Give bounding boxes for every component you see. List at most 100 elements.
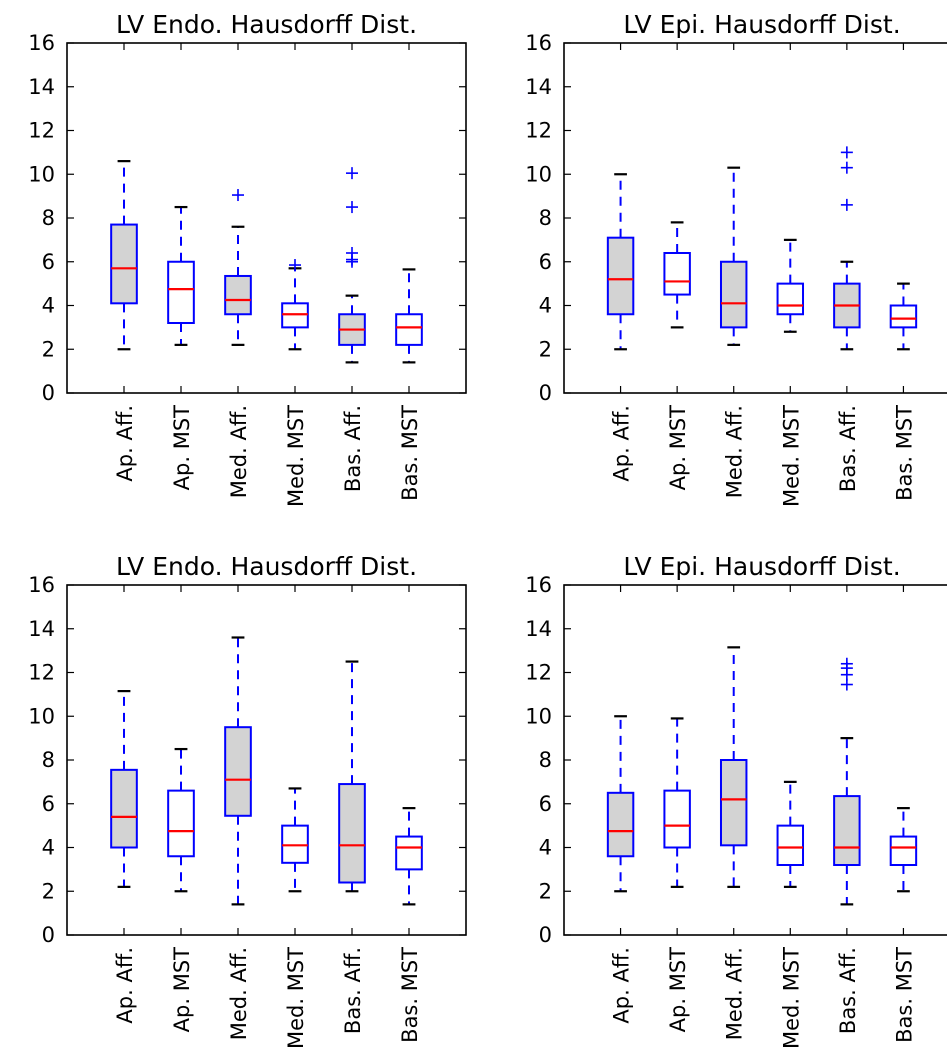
chart-panel-bottom-left: LV Endo. Hausdorff Dist. 0 2 4 6 8 10 12 14 16 Ap.… <box>28 552 467 1048</box>
iqr-box <box>719 759 748 847</box>
y-tick-label: 6 <box>42 250 55 274</box>
x-category-label: Bas. MST <box>892 947 916 1043</box>
outlier-marker <box>840 146 853 159</box>
outlier-marker <box>840 198 853 211</box>
box-med-aff <box>224 636 252 906</box>
y-tick-label: 6 <box>539 792 552 816</box>
outlier-marker <box>840 657 853 670</box>
box-med-mst <box>776 238 805 333</box>
y-tick-label: 4 <box>42 294 55 318</box>
box-bas-aff <box>833 657 861 906</box>
iqr-box <box>395 835 423 871</box>
box-ap-mst <box>167 205 195 346</box>
x-category-label: Ap. MST <box>666 405 690 490</box>
y-tick-label: 8 <box>42 206 55 230</box>
x-category-label: Bas. Aff. <box>341 405 365 492</box>
iqr-box <box>606 236 635 316</box>
y-tick-label: 12 <box>525 119 552 143</box>
x-category-label: Med. Aff. <box>723 405 747 498</box>
outlier-marker <box>840 161 853 174</box>
y-tick-label: 8 <box>539 748 552 772</box>
y-tick-label: 4 <box>539 836 552 860</box>
y-tick-label: 14 <box>525 617 552 641</box>
iqr-box <box>224 726 252 817</box>
chart-title: LV Epi. Hausdorff Dist. <box>623 552 900 581</box>
box-med-aff <box>224 189 252 346</box>
x-category-label: Med. Aff. <box>723 947 747 1040</box>
y-tick-label: 12 <box>28 119 55 143</box>
iqr-box <box>338 783 366 884</box>
y-tick-label: 0 <box>539 923 552 947</box>
y-tick-label: 0 <box>42 381 55 405</box>
chart-panel-bottom-right: LV Epi. Hausdorff Dist. 0 2 4 6 8 10 12 14 16 Ap. … <box>525 552 947 1048</box>
x-category-label: Ap. Aff. <box>113 947 137 1024</box>
outlier-marker <box>346 167 358 180</box>
iqr-box <box>167 789 195 858</box>
iqr-box <box>776 282 805 316</box>
iqr-box <box>833 795 861 866</box>
box-ap-mst <box>663 221 691 329</box>
x-category-label: Bas. MST <box>398 405 422 501</box>
chart-title: LV Endo. Hausdorff Dist. <box>116 10 417 39</box>
x-category-label: Bas. MST <box>398 947 422 1043</box>
iqr-box <box>606 791 635 858</box>
y-tick-label: 14 <box>525 75 552 99</box>
box-bas-mst <box>395 807 423 906</box>
y-tick-label: 12 <box>28 661 55 685</box>
y-tick-label: 10 <box>28 704 55 728</box>
outlier-marker <box>289 259 301 272</box>
box-bas-mst <box>889 807 918 893</box>
iqr-box <box>224 274 252 316</box>
y-tick-label: 14 <box>28 75 55 99</box>
iqr-box <box>889 835 918 866</box>
outlier-marker <box>346 247 358 259</box>
iqr-box <box>889 304 918 329</box>
x-category-label: Bas. Aff. <box>836 405 860 492</box>
box-ap-mst <box>167 747 195 893</box>
chart-title: LV Epi. Hausdorff Dist. <box>623 10 900 39</box>
y-tick-label: 4 <box>539 294 552 318</box>
y-tick-label: 0 <box>539 381 552 405</box>
x-category-label: Med. Aff. <box>227 405 251 498</box>
chart-title: LV Endo. Hausdorff Dist. <box>116 552 417 581</box>
iqr-box <box>663 789 691 849</box>
box-bas-aff <box>338 167 366 364</box>
y-tick-label: 14 <box>28 617 55 641</box>
x-category-label: Med. MST <box>284 947 308 1048</box>
y-tick-label: 2 <box>539 337 552 361</box>
box-med-mst <box>281 787 309 893</box>
box-bas-mst <box>395 268 423 364</box>
y-tick-label: 8 <box>42 748 55 772</box>
y-tick-label: 16 <box>525 573 552 597</box>
y-tick-label: 2 <box>539 879 552 903</box>
x-category-label: Ap. MST <box>170 947 194 1032</box>
x-category-label: Ap. MST <box>666 947 690 1032</box>
x-category-label: Bas. MST <box>892 405 916 501</box>
iqr-box <box>663 252 691 296</box>
x-category-label: Med. MST <box>779 947 803 1048</box>
iqr-box <box>776 824 805 866</box>
x-category-label: Med. Aff. <box>227 947 251 1040</box>
box-ap-aff <box>606 173 635 351</box>
box-med-mst <box>776 780 805 888</box>
box-med-aff <box>719 646 748 888</box>
x-category-label: Bas. Aff. <box>836 947 860 1034</box>
iqr-box <box>110 768 138 849</box>
box-ap-aff <box>606 715 635 893</box>
y-tick-label: 16 <box>525 31 552 55</box>
y-tick-label: 6 <box>539 250 552 274</box>
x-category-label: Med. MST <box>779 405 803 507</box>
x-category-label: Ap. Aff. <box>113 405 137 482</box>
outlier-marker <box>232 189 244 202</box>
iqr-box <box>110 223 138 305</box>
box-ap-aff <box>110 689 138 888</box>
y-tick-label: 12 <box>525 661 552 685</box>
y-tick-label: 10 <box>525 162 552 186</box>
y-tick-label: 10 <box>28 162 55 186</box>
box-ap-mst <box>663 717 691 888</box>
y-tick-label: 2 <box>42 879 55 903</box>
iqr-box <box>167 260 195 324</box>
box-bas-aff <box>833 146 861 351</box>
x-category-label: Ap. Aff. <box>610 405 634 482</box>
